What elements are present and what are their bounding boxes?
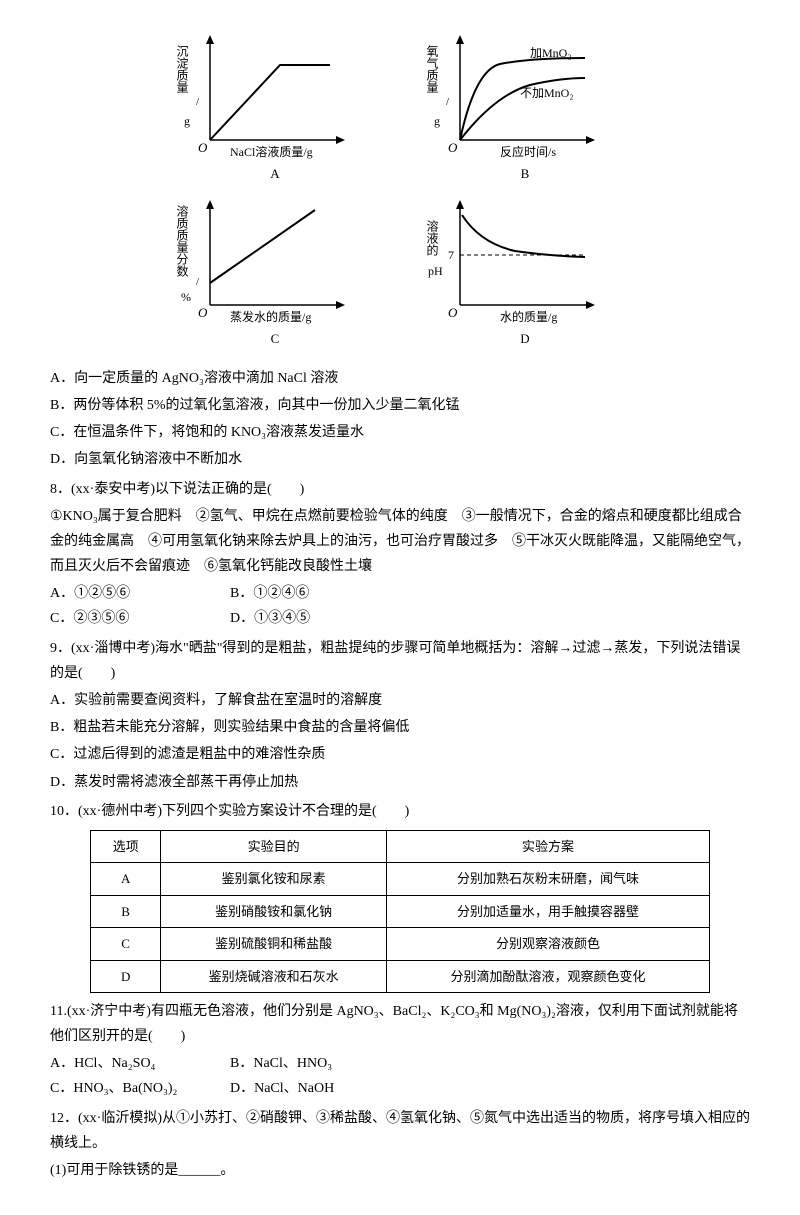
q7-opt-a: A．向一定质量的 AgNO₃溶液中滴加 NaCl 溶液	[50, 366, 750, 391]
table-row: C鉴别硫酸铜和稀盐酸分别观察溶液颜色	[91, 928, 710, 960]
svg-text:7: 7	[448, 248, 454, 262]
q7-opt-b: B．两份等体积 5%的过氧化氢溶液，向其中一份加入少量二氧化锰	[50, 393, 750, 418]
q8-stem: 8．(xx·泰安中考)以下说法正确的是( )	[50, 477, 750, 502]
chart-d: 溶液的 pH 7 O 水的质量/g D	[420, 195, 630, 350]
chart-c-label: C	[170, 327, 380, 350]
svg-text:沉淀质量: 沉淀质量	[175, 45, 189, 93]
svg-text:NaCl溶液质量/g: NaCl溶液质量/g	[230, 144, 313, 159]
svg-text:O: O	[198, 305, 208, 320]
chart-c: 溶质质量分数 / % O 蒸发水的质量/g C	[170, 195, 380, 350]
q10-stem: 10．(xx·德州中考)下列四个实验方案设计不合理的是( )	[50, 799, 750, 824]
q9-b: B．粗盐若未能充分溶解，则实验结果中食盐的含量将偏低	[50, 715, 750, 740]
q11-b: B．NaCl、HNO₃	[230, 1051, 410, 1076]
q11-opts-2: C．HNO₃、Ba(NO₃)₂D．NaCl、NaOH	[50, 1076, 750, 1101]
svg-text:/: /	[196, 276, 200, 288]
q8-text: ①KNO₃属于复合肥料 ②氢气、甲烷在点燃前要检验气体的纯度 ③一般情况下，合金…	[50, 504, 750, 580]
table-row: D鉴别烧碱溶液和石灰水分别滴加酚酞溶液，观察颜色变化	[91, 960, 710, 992]
svg-text:%: %	[181, 290, 191, 304]
q8-a: A．①②⑤⑥	[50, 581, 230, 606]
chart-a: 沉淀质量 / g O NaCl溶液质量/g A	[170, 30, 380, 185]
svg-text:水的质量/g: 水的质量/g	[500, 309, 557, 324]
q8-d: D．①③④⑤	[230, 606, 410, 631]
q9-c: C．过滤后得到的滤渣是粗盐中的难溶性杂质	[50, 742, 750, 767]
q8-opts-1: A．①②⑤⑥B．①②④⑥	[50, 581, 750, 606]
q9-stem: 9．(xx·淄博中考)海水"晒盐"得到的是粗盐，粗盐提纯的步骤可简单地概括为：溶…	[50, 636, 750, 686]
svg-text:蒸发水的质量/g: 蒸发水的质量/g	[230, 309, 311, 324]
q12-s1: (1)可用于除铁锈的是______。	[50, 1158, 750, 1183]
svg-text:O: O	[198, 140, 208, 155]
q9-a: A．实验前需要查阅资料，了解食盐在室温时的溶解度	[50, 688, 750, 713]
q8-opts-2: C．②③⑤⑥D．①③④⑤	[50, 606, 750, 631]
svg-text:g: g	[184, 114, 190, 128]
svg-text:加MnO₂: 加MnO₂	[530, 46, 572, 60]
svg-text:O: O	[448, 305, 458, 320]
q11-opts-1: A．HCl、Na₂SO₄B．NaCl、HNO₃	[50, 1051, 750, 1076]
svg-text:氧气质量: 氧气质量	[425, 45, 439, 93]
q7-opt-c: C．在恒温条件下，将饱和的 KNO₃溶液蒸发适量水	[50, 420, 750, 445]
q10-h2: 实验目的	[161, 830, 387, 862]
table-row: B鉴别硝酸铵和氯化钠分别加适量水，用手触摸容器壁	[91, 895, 710, 927]
q11-d: D．NaCl、NaOH	[230, 1076, 410, 1101]
svg-text:溶质质量分数: 溶质质量分数	[175, 204, 189, 278]
svg-text:pH: pH	[428, 264, 443, 278]
chart-b: 氧气质量 / g 加MnO₂ 不加MnO₂ O 反应时间/s B	[420, 30, 630, 185]
q9-d: D．蒸发时需将滤液全部蒸干再停止加热	[50, 770, 750, 795]
chart-a-label: A	[170, 162, 380, 185]
svg-text:O: O	[448, 140, 458, 155]
q10-h3: 实验方案	[387, 830, 710, 862]
svg-text:/: /	[196, 96, 200, 108]
svg-text:不加MnO₂: 不加MnO₂	[520, 86, 574, 100]
svg-text:反应时间/s: 反应时间/s	[500, 144, 556, 159]
q11-c: C．HNO₃、Ba(NO₃)₂	[50, 1076, 230, 1101]
q8-c: C．②③⑤⑥	[50, 606, 230, 631]
q10-table: 选项实验目的实验方案 A鉴别氯化铵和尿素分别加熟石灰粉末研磨，闻气味 B鉴别硝酸…	[90, 830, 710, 993]
charts-grid: 沉淀质量 / g O NaCl溶液质量/g A 氧气质量 / g 加MnO₂ 不…	[170, 30, 630, 351]
q11-a: A．HCl、Na₂SO₄	[50, 1051, 230, 1076]
q10-h1: 选项	[91, 830, 161, 862]
table-row: A鉴别氯化铵和尿素分别加熟石灰粉末研磨，闻气味	[91, 863, 710, 895]
svg-text:溶液的: 溶液的	[425, 219, 439, 256]
q12-stem: 12．(xx·临沂模拟)从①小苏打、②硝酸钾、③稀盐酸、④氢氧化钠、⑤氮气中选出…	[50, 1106, 750, 1156]
chart-b-label: B	[420, 162, 630, 185]
q8-b: B．①②④⑥	[230, 581, 410, 606]
svg-text:/: /	[446, 96, 450, 108]
svg-text:g: g	[434, 114, 440, 128]
chart-d-label: D	[420, 327, 630, 350]
q11-stem: 11.(xx·济宁中考)有四瓶无色溶液，他们分别是 AgNO₃、BaCl₂、K₂…	[50, 999, 750, 1049]
q7-opt-d: D．向氢氧化钠溶液中不断加水	[50, 447, 750, 472]
